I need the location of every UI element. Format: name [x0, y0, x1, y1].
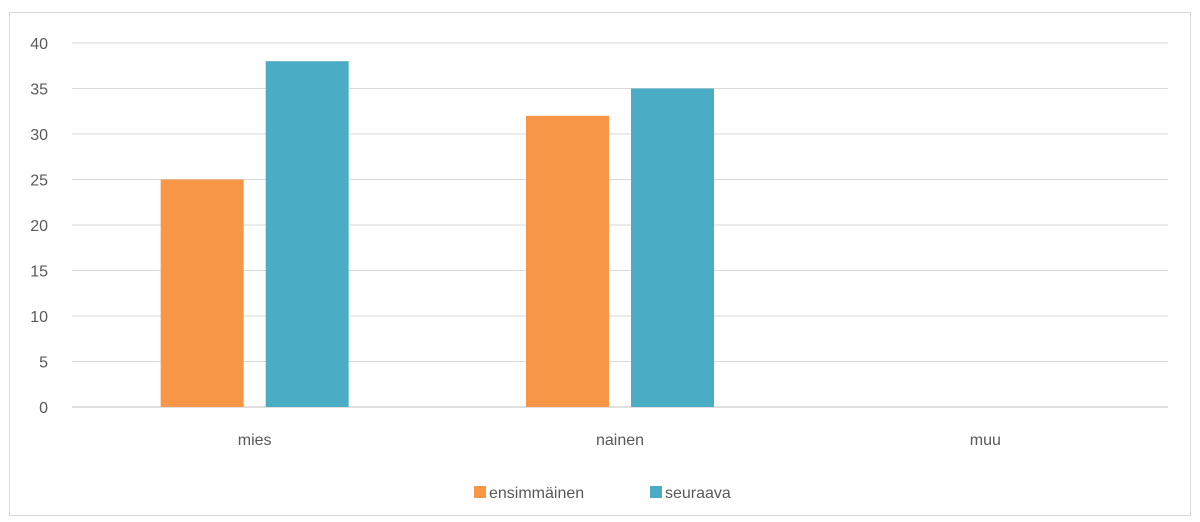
- y-axis-ticks: 0 5 10 15 20 25 30 35 40: [30, 36, 48, 417]
- bar-ensimmäinen-mies: [160, 179, 244, 407]
- bar-seuraava-nainen: [631, 88, 714, 407]
- y-tick-label: 35: [30, 82, 48, 99]
- legend-swatch-seuraava: [650, 486, 662, 498]
- bar-ensimmäinen-nainen: [526, 115, 609, 408]
- x-tick-label: mies: [238, 432, 272, 449]
- y-tick-label: 25: [30, 173, 48, 190]
- legend-label: seuraava: [665, 485, 731, 502]
- y-tick-label: 10: [30, 309, 48, 326]
- x-tick-label: nainen: [596, 432, 644, 449]
- bars: [160, 61, 714, 408]
- y-tick-label: 0: [39, 400, 48, 417]
- legend-label: ensimmäinen: [489, 485, 584, 502]
- y-tick-label: 30: [30, 127, 48, 144]
- bar-seuraava-mies: [265, 61, 349, 407]
- x-tick-label: muu: [970, 432, 1001, 449]
- x-axis-ticks: mies nainen muu: [238, 432, 1001, 449]
- y-tick-label: 5: [39, 355, 48, 372]
- legend: ensimmäinen seuraava: [474, 485, 731, 502]
- y-tick-label: 40: [30, 36, 48, 53]
- legend-swatch-ensimmäinen: [474, 486, 486, 498]
- gridlines: [72, 42, 1168, 408]
- y-tick-label: 20: [30, 218, 48, 235]
- y-tick-label: 15: [30, 264, 48, 281]
